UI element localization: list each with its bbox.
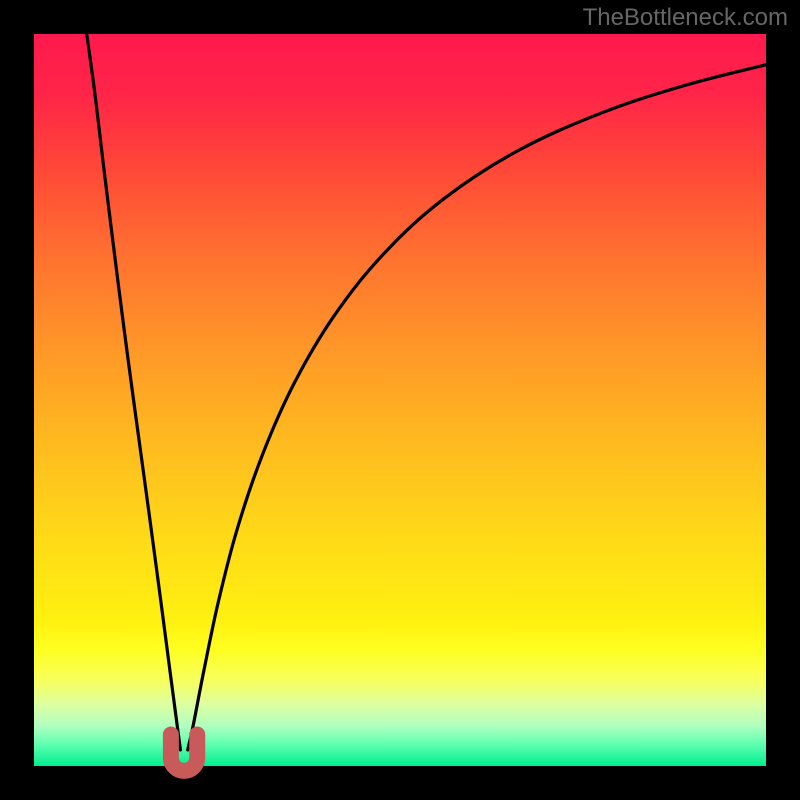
watermark-text: TheBottleneck.com: [583, 4, 788, 32]
bottleneck-curve: [87, 34, 766, 750]
minimum-marker: [171, 735, 197, 771]
stage: TheBottleneck.com: [0, 0, 800, 800]
plot-area: [34, 34, 766, 766]
curve-layer: [34, 34, 766, 766]
